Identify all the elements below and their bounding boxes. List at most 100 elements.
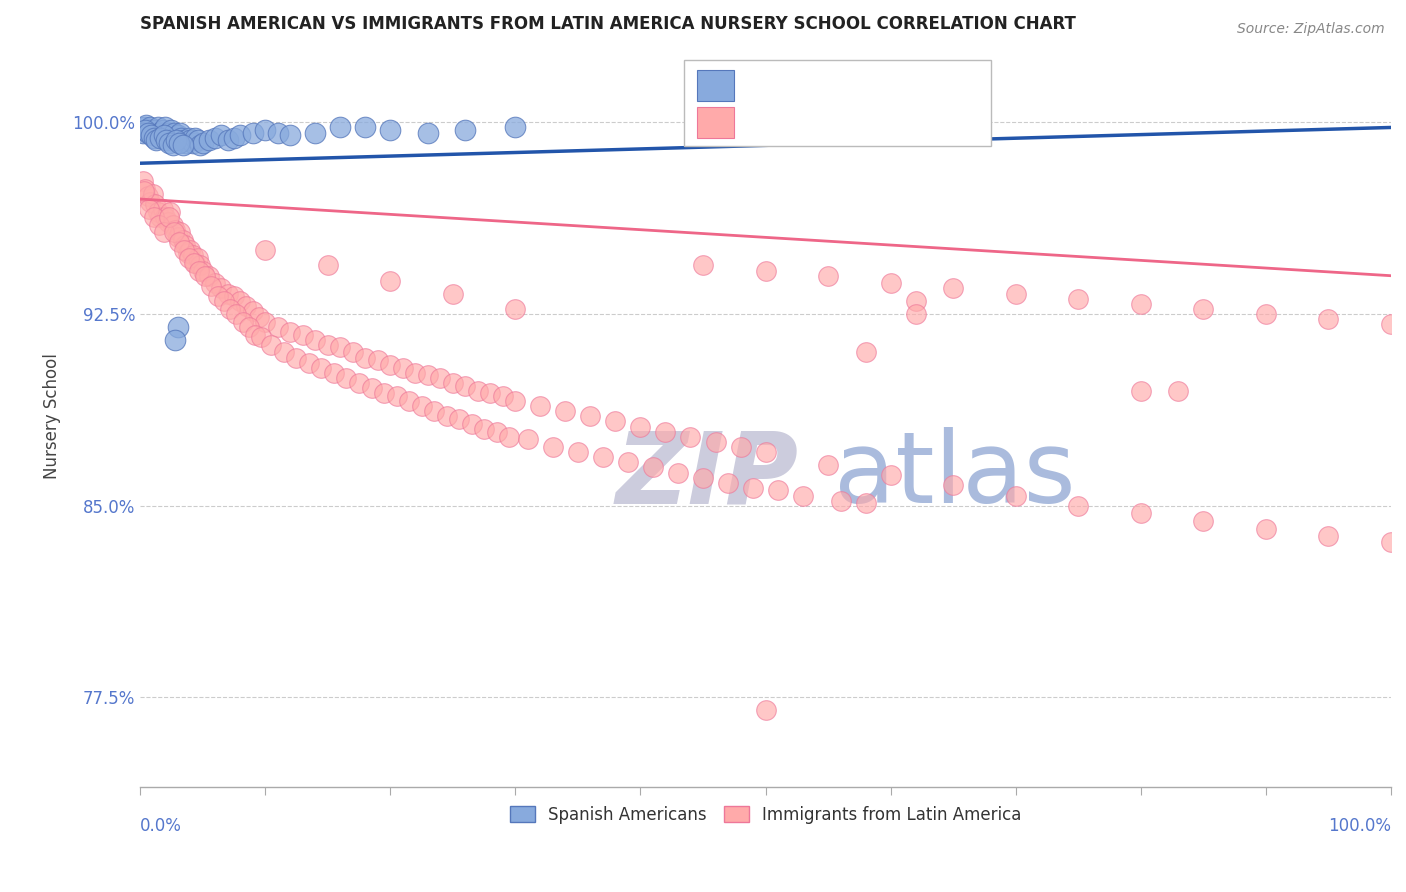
Point <box>354 120 377 135</box>
Point <box>131 126 153 140</box>
Point <box>467 384 489 398</box>
Point <box>207 289 229 303</box>
Text: 0.0%: 0.0% <box>141 816 181 835</box>
Point <box>347 376 370 390</box>
Point <box>436 409 458 424</box>
Point <box>267 319 290 334</box>
Text: ZIP: ZIP <box>616 427 799 524</box>
Point <box>472 422 495 436</box>
Point <box>498 430 520 444</box>
Point <box>159 128 181 142</box>
Point <box>329 120 352 135</box>
Point <box>132 185 155 199</box>
Point <box>184 130 207 145</box>
Point <box>169 225 191 239</box>
Point <box>149 210 172 224</box>
Point <box>904 294 927 309</box>
Text: R =  0.207: R = 0.207 <box>747 76 851 94</box>
Point <box>879 277 901 291</box>
Text: N =   59: N = 59 <box>859 76 939 94</box>
Point <box>153 225 176 239</box>
Point <box>150 128 173 142</box>
Point <box>153 128 176 142</box>
Point <box>155 133 177 147</box>
Point <box>385 389 408 403</box>
Point <box>304 126 326 140</box>
Point <box>225 307 247 321</box>
Point <box>191 263 214 277</box>
Point <box>134 182 156 196</box>
Point <box>138 202 160 217</box>
Point <box>1129 297 1152 311</box>
Text: 100.0%: 100.0% <box>1329 816 1391 835</box>
Point <box>304 333 326 347</box>
Point <box>167 235 190 250</box>
Point <box>187 263 209 277</box>
Point <box>212 294 235 309</box>
Point <box>232 315 254 329</box>
Point <box>666 466 689 480</box>
Point <box>567 445 589 459</box>
Point <box>855 496 877 510</box>
Point <box>142 130 165 145</box>
Point <box>373 386 395 401</box>
Point <box>254 123 277 137</box>
Point <box>242 126 264 140</box>
Point <box>217 133 239 147</box>
Point <box>291 327 314 342</box>
Point <box>176 245 198 260</box>
Point <box>148 126 170 140</box>
Point <box>316 259 339 273</box>
FancyBboxPatch shape <box>697 70 734 102</box>
Point <box>492 389 515 403</box>
Point <box>181 248 204 262</box>
Point <box>1254 522 1277 536</box>
Point <box>411 399 433 413</box>
Point <box>879 468 901 483</box>
Y-axis label: Nursery School: Nursery School <box>44 353 60 479</box>
Point <box>1067 292 1090 306</box>
Point <box>139 120 162 135</box>
Point <box>416 368 439 383</box>
Point <box>1192 301 1215 316</box>
Point <box>273 345 295 359</box>
Point <box>142 126 165 140</box>
Point <box>692 470 714 484</box>
Point <box>156 215 179 229</box>
Point <box>162 138 184 153</box>
Point <box>184 256 207 270</box>
Point <box>730 440 752 454</box>
Point <box>153 120 176 135</box>
Point <box>179 243 201 257</box>
Point <box>329 340 352 354</box>
Point <box>360 381 382 395</box>
Point <box>505 120 527 135</box>
Point <box>1004 489 1026 503</box>
Point <box>179 133 201 147</box>
Point <box>157 210 180 224</box>
Point <box>136 126 159 140</box>
Point <box>176 136 198 150</box>
Point <box>942 478 965 492</box>
Point <box>1167 384 1189 398</box>
Point <box>148 218 170 232</box>
Point <box>142 186 165 201</box>
Point <box>243 327 266 342</box>
Point <box>692 259 714 273</box>
Point <box>157 136 180 150</box>
Point <box>219 301 242 316</box>
Point <box>298 356 321 370</box>
Point <box>479 386 502 401</box>
Point <box>1317 312 1340 326</box>
Point <box>247 310 270 324</box>
Point <box>391 360 413 375</box>
Point <box>152 202 174 217</box>
Point <box>354 351 377 365</box>
Point <box>169 126 191 140</box>
Point <box>153 210 176 224</box>
Point <box>242 304 264 318</box>
Point <box>617 455 640 469</box>
Point <box>138 123 160 137</box>
Point <box>166 128 188 142</box>
Text: SPANISH AMERICAN VS IMMIGRANTS FROM LATIN AMERICA NURSERY SCHOOL CORRELATION CHA: SPANISH AMERICAN VS IMMIGRANTS FROM LATI… <box>141 15 1076 33</box>
